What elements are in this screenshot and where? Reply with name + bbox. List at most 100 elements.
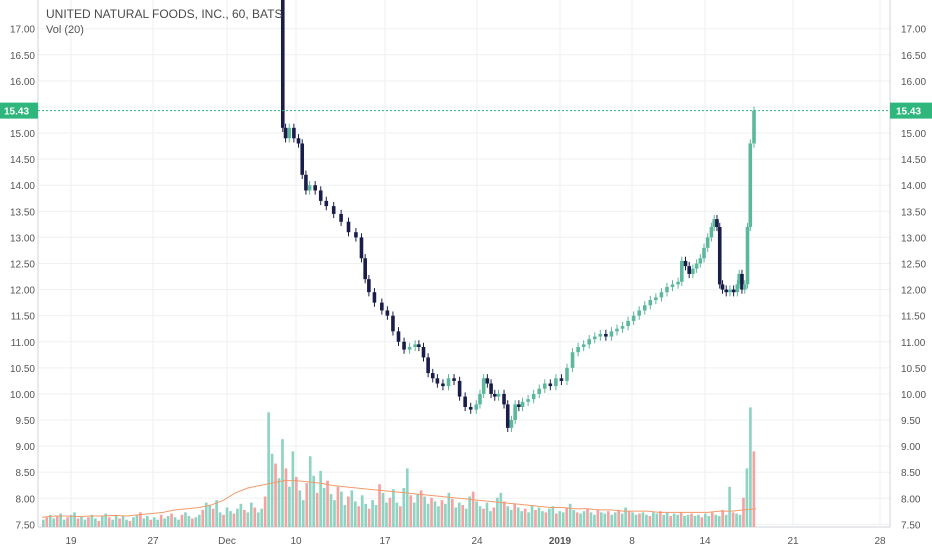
candle-body xyxy=(720,284,725,290)
y-tick-label-left: 9.00 xyxy=(16,442,36,453)
volume-bar xyxy=(142,518,146,527)
candle-body xyxy=(492,393,497,397)
volume-bar xyxy=(48,514,52,527)
volume-bar xyxy=(704,513,707,527)
candle-body xyxy=(531,393,536,400)
candle-body xyxy=(548,383,553,387)
candle-body xyxy=(679,260,684,282)
volume-bar xyxy=(139,512,142,527)
candle-body xyxy=(604,333,608,337)
volume-bar xyxy=(707,516,711,527)
y-axis-right: 7.50 8.00 8.50 9.00 9.50 10.00 10.50 11.00 11.50… xyxy=(901,25,926,532)
volume-bar xyxy=(166,516,170,527)
candle-body xyxy=(513,404,517,421)
volume-bar xyxy=(239,503,243,527)
volume-bar xyxy=(523,508,527,527)
candle-body xyxy=(687,266,691,274)
volume-bar xyxy=(80,516,83,527)
volume-bar xyxy=(475,501,478,527)
y-tick-label-right: 8.50 xyxy=(901,468,921,479)
y-tick-label-right: 8.00 xyxy=(901,494,921,505)
volume-bar xyxy=(561,512,565,527)
volume-bar xyxy=(749,407,752,527)
candle-body xyxy=(287,127,292,139)
candle-body xyxy=(694,263,699,269)
y-tick-label-left: 8.00 xyxy=(16,494,36,505)
candle-body xyxy=(659,292,664,298)
volume-bar xyxy=(381,492,385,527)
candle-body xyxy=(296,138,301,144)
volume-bar xyxy=(87,517,90,527)
candle-body xyxy=(654,297,658,301)
volume-bar xyxy=(298,490,302,527)
volume-bar xyxy=(218,512,222,527)
candle-body xyxy=(637,310,642,316)
candle-body xyxy=(642,305,647,311)
candle-body xyxy=(396,331,401,342)
volume-bar xyxy=(180,514,184,527)
x-tick-label: 8 xyxy=(629,536,635,547)
volume-indicator-label: Vol (20) xyxy=(46,24,84,36)
candle-body xyxy=(307,185,312,191)
volume-bar xyxy=(648,516,652,527)
candle-body xyxy=(598,333,603,337)
candle-body xyxy=(715,219,719,227)
volume-bar xyxy=(326,480,329,527)
volume-bar xyxy=(42,519,45,527)
volume-bar xyxy=(544,512,548,527)
volume-bar xyxy=(568,503,572,527)
volume-bar xyxy=(201,509,205,527)
candle-body xyxy=(435,378,440,384)
volume-bar xyxy=(600,512,603,527)
volume-bar xyxy=(471,491,475,527)
volume-bar xyxy=(319,470,322,527)
volume-bar xyxy=(419,490,423,527)
y-tick-label-right: 13.00 xyxy=(901,233,926,244)
volume-bar xyxy=(437,506,440,527)
y-tick-label-left: 13.50 xyxy=(10,207,35,218)
candle-body xyxy=(339,213,343,222)
candle-body xyxy=(385,310,390,316)
candle-body xyxy=(430,373,435,379)
y-tick-label-right: 17.00 xyxy=(901,25,926,36)
candle-body xyxy=(441,383,445,387)
volume-bar xyxy=(676,514,679,527)
volume-bar xyxy=(277,478,281,527)
candle-body xyxy=(559,378,564,381)
volume-bar xyxy=(284,468,288,527)
symbol-title: UNITED NATURAL FOODS, INC., 60, BATS xyxy=(46,7,283,21)
candle-body xyxy=(489,383,493,394)
candle-body xyxy=(631,315,636,321)
candle-body xyxy=(724,289,729,293)
y-axis-left: 7.50 8.00 8.50 9.00 9.50 10.00 10.50 11.00 11.50… xyxy=(10,25,35,532)
candle-body xyxy=(620,326,625,329)
candle-body xyxy=(702,247,706,259)
candle-body xyxy=(468,406,473,410)
volume-bar xyxy=(312,475,316,527)
candle-body xyxy=(402,341,406,350)
y-tick-label-left: 14.50 xyxy=(10,155,35,166)
y-tick-label-right: 14.50 xyxy=(901,155,926,166)
volume-bar xyxy=(679,512,683,527)
y-tick-label-right: 10.50 xyxy=(901,364,926,375)
y-tick-label-left: 12.00 xyxy=(10,286,35,297)
candle-body xyxy=(517,404,521,407)
volume-bar xyxy=(506,506,510,527)
candle-body xyxy=(421,346,426,358)
y-tick-label-right: 10.00 xyxy=(901,390,926,401)
candle-body xyxy=(742,284,747,290)
candle-body xyxy=(709,226,714,238)
volume-bar xyxy=(655,513,659,527)
candle-body xyxy=(712,219,716,227)
y-tick-label-left: 10.00 xyxy=(10,390,35,401)
volume-bar xyxy=(260,508,264,527)
volume-bar xyxy=(527,512,530,527)
volume-bar xyxy=(69,514,73,527)
volume-bar xyxy=(281,439,284,527)
candle-body xyxy=(313,185,317,191)
y-tick-label-right: 9.50 xyxy=(901,416,921,427)
candle-body xyxy=(554,378,558,387)
volume-bar xyxy=(170,513,173,527)
candle-body xyxy=(735,284,740,293)
